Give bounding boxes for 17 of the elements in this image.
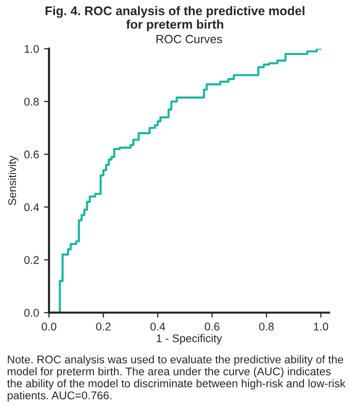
y-tick-label: 0.8 xyxy=(24,98,39,106)
y-tick-label: 1.0 xyxy=(24,44,39,53)
y-tick-label: 0.4 xyxy=(24,203,39,212)
x-tick-label: 0.0 xyxy=(42,322,56,331)
x-tick-label: 0.6 xyxy=(204,322,220,331)
text: Note. ROC analysis was used to evaluate the predictive ability of the model for preterm birth. The area under the curve (AUC) indicates the ability of the model to discriminate between high-risk and low-risk patients. AUC=0.766. xyxy=(7,355,346,402)
x-tick-label: 0.8 xyxy=(259,322,274,331)
y-tick-label: 0.2 xyxy=(24,256,39,264)
x-axis-title: 1 - Specificity xyxy=(156,334,222,344)
x-tick-label: 0.2 xyxy=(96,322,111,331)
chart-title: Fig. 4. ROC analysis of the predictive model for preterm birth xyxy=(46,6,304,32)
x-tick-label: 1.0 xyxy=(314,322,328,331)
y-tick-label: 0.0 xyxy=(24,308,39,317)
x-tick-label: 0.4 xyxy=(150,322,166,331)
chart-subtitle: ROC Curves xyxy=(156,34,222,44)
y-tick-label: 0.6 xyxy=(24,150,39,158)
y-axis-title: Sensitivity xyxy=(8,156,18,206)
